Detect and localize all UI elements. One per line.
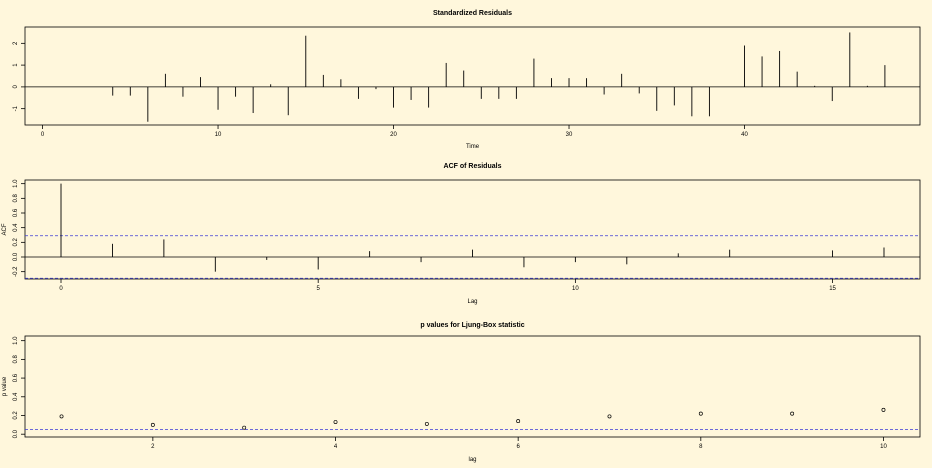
y-tick-label: 0.2 xyxy=(13,411,19,420)
chart-title: p values for Ljung-Box statistic xyxy=(420,322,524,329)
x-tick-label: 15 xyxy=(829,286,836,292)
p-value-point xyxy=(698,411,703,416)
y-tick-label: 0.0 xyxy=(13,429,19,438)
x-tick-label: 0 xyxy=(41,132,45,138)
y-tick-label: 0.4 xyxy=(13,223,19,232)
p-value-point xyxy=(790,411,795,416)
y-tick-label: 0.8 xyxy=(13,194,19,203)
y-axis-label: ACF xyxy=(2,223,8,235)
x-tick-label: 20 xyxy=(390,132,397,138)
plot-frame xyxy=(24,26,921,126)
x-tick-label: 2 xyxy=(151,444,155,450)
x-tick-label: 30 xyxy=(566,132,573,138)
panel-residuals xyxy=(21,26,921,129)
y-tick-label: 2 xyxy=(13,41,19,45)
plot-frame xyxy=(24,179,921,280)
panel-ljungbox xyxy=(21,335,921,441)
p-value-point xyxy=(424,421,429,426)
p-value-point xyxy=(516,419,521,424)
chart-title: ACF of Residuals xyxy=(444,163,502,170)
x-tick-label: 10 xyxy=(880,444,887,450)
p-value-point xyxy=(607,414,612,419)
panel-acf xyxy=(21,179,921,283)
y-tick-label: 0.8 xyxy=(13,355,19,364)
x-axis-label: Lag xyxy=(467,299,477,305)
y-tick-label: 0.6 xyxy=(13,208,19,217)
chart-title: Standardized Residuals xyxy=(433,10,512,17)
y-tick-label: 0.4 xyxy=(13,392,19,401)
p-value-point xyxy=(150,422,155,427)
y-tick-label: -0.2 xyxy=(13,266,19,277)
y-tick-label: 0.0 xyxy=(13,252,19,261)
x-tick-label: 10 xyxy=(572,286,579,292)
y-tick-label: -1 xyxy=(13,105,19,111)
y-tick-label: 0 xyxy=(13,85,19,89)
x-tick-label: 5 xyxy=(317,286,321,292)
x-tick-label: 8 xyxy=(699,444,703,450)
p-value-point xyxy=(333,420,338,424)
y-tick-label: 0.2 xyxy=(13,238,19,247)
x-tick-label: 10 xyxy=(215,132,222,138)
plot-frame xyxy=(24,335,921,438)
p-value-point xyxy=(242,425,247,430)
y-axis-label: p value xyxy=(2,376,8,396)
x-axis-label: lag xyxy=(468,457,476,463)
y-tick-label: 1 xyxy=(13,63,19,67)
y-tick-label: 0.6 xyxy=(13,373,19,382)
p-value-point xyxy=(59,414,64,419)
x-tick-label: 6 xyxy=(516,444,520,450)
y-tick-label: 1.0 xyxy=(13,179,19,188)
y-tick-label: 1.0 xyxy=(13,336,19,345)
p-value-point xyxy=(881,407,886,412)
x-axis-label: Time xyxy=(466,144,480,150)
x-tick-label: 0 xyxy=(59,286,63,292)
x-tick-label: 4 xyxy=(334,444,338,450)
x-tick-label: 40 xyxy=(741,132,748,138)
